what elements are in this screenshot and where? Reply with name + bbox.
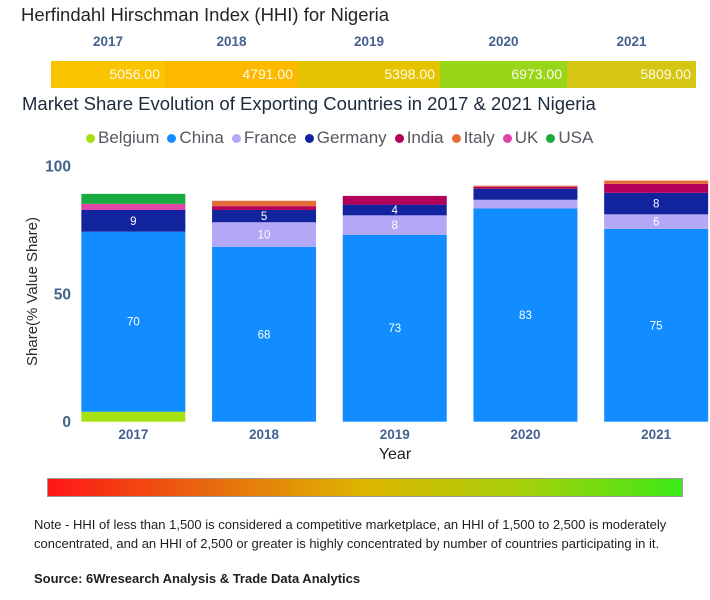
bar-segment-india[interactable]: [604, 183, 709, 193]
bar-segment-italy[interactable]: [212, 200, 317, 207]
bar-segment-india[interactable]: [342, 195, 447, 205]
bar-segment-france[interactable]: [342, 215, 447, 235]
legend-label: China: [179, 128, 224, 147]
hhi-value-cell: 5056.00: [51, 61, 165, 88]
legend-item-usa[interactable]: USA: [546, 128, 593, 148]
data-label: 5: [261, 211, 267, 223]
x-tick-label: 2021: [641, 427, 672, 442]
bar-segment-germany[interactable]: [604, 192, 709, 215]
legend-label: Germany: [316, 128, 387, 147]
x-axis-title: Year: [378, 446, 412, 463]
bar-segment-france[interactable]: [473, 199, 578, 209]
bar-segment-germany[interactable]: [212, 209, 317, 223]
hhi-value-cell: 4791.00: [165, 61, 298, 88]
bar-segment-italy[interactable]: [473, 185, 578, 187]
bar-group-2018[interactable]: 68 10 5: [212, 200, 317, 422]
bar-group-2017[interactable]: 70 9: [81, 193, 186, 422]
legend-item-germany[interactable]: Germany: [304, 128, 387, 148]
hhi-value-cell: 5398.00: [298, 61, 440, 88]
bar-group-2019[interactable]: 73 8 4: [342, 195, 447, 422]
hhi-value-cell: 6973.00: [440, 61, 567, 88]
y-axis-title: Share(% Value Share): [24, 217, 41, 366]
legend-dot-icon: [231, 133, 241, 143]
data-label: 10: [258, 230, 271, 242]
x-tick-label: 2019: [380, 427, 410, 442]
hhi-year-label: 2020: [488, 34, 519, 49]
hhi-value-cell: 5809.00: [567, 61, 696, 88]
source-text: Source: 6Wresearch Analysis & Trade Data…: [34, 571, 361, 586]
bar-segment-usa[interactable]: [81, 193, 186, 204]
data-label: 9: [130, 216, 136, 228]
data-label: 68: [258, 329, 271, 341]
data-label: 75: [650, 320, 663, 332]
hhi-column: 2017 5056.00: [51, 31, 165, 88]
bar-segment-china[interactable]: [212, 246, 317, 422]
bar-segment-italy[interactable]: [604, 180, 709, 184]
x-tick-label: 2020: [510, 427, 540, 442]
legend-item-uk[interactable]: UK: [502, 128, 539, 148]
hhi-title: Herfindahl Hirschman Index (HHI) for Nig…: [21, 4, 390, 25]
bar-group-2020[interactable]: 83: [473, 185, 578, 422]
data-label: 8: [392, 220, 398, 232]
legend-label: France: [243, 128, 297, 147]
hhi-column: 2021 5809.00: [567, 31, 696, 88]
x-tick-label: 2017: [118, 427, 148, 442]
bar-segment-france[interactable]: [604, 214, 709, 229]
hhi-table: 2017 5056.00 2018 4791.00 2019 5398.00 2…: [51, 31, 696, 88]
data-label: 73: [388, 323, 401, 335]
data-label: 6: [653, 217, 659, 229]
x-tick-label: 2018: [249, 427, 280, 442]
hhi-column: 2020 6973.00: [440, 31, 567, 88]
legend-label: UK: [514, 128, 539, 147]
y-tick-label: 0: [62, 414, 71, 431]
hhi-year-label: 2021: [616, 34, 647, 49]
bar-segment-france[interactable]: [212, 222, 317, 247]
legend-dot-icon: [304, 133, 314, 143]
chart-title: Market Share Evolution of Exporting Coun…: [22, 93, 596, 114]
data-label: 70: [127, 317, 140, 329]
legend-item-belgium[interactable]: Belgium: [86, 128, 159, 148]
stacked-bar-chart: 0501007092017681052018738420198320207568…: [45, 159, 709, 442]
hhi-year-label: 2018: [216, 34, 247, 49]
bar-segment-india[interactable]: [212, 206, 317, 210]
data-label: 8: [653, 199, 659, 211]
bar-segment-china[interactable]: [81, 231, 186, 412]
bar-segment-china[interactable]: [604, 228, 709, 422]
legend-label: Belgium: [98, 128, 160, 147]
bar-segment-belgium[interactable]: [81, 411, 186, 422]
legend-item-france[interactable]: France: [231, 128, 297, 148]
legend-item-china[interactable]: China: [167, 128, 224, 148]
chart-legend: Belgium China France Germany India Italy UK USA: [86, 128, 601, 148]
legend-label: India: [406, 128, 444, 147]
legend-dot-icon: [546, 133, 556, 143]
legend-label: USA: [558, 128, 594, 147]
bar-segment-germany[interactable]: [342, 204, 447, 216]
bar-segment-germany[interactable]: [473, 188, 578, 200]
hhi-color-scale-bar: [47, 478, 683, 497]
hhi-year-label: 2017: [92, 34, 124, 49]
legend-dot-icon: [86, 133, 95, 143]
hhi-column: 2019 5398.00: [298, 31, 440, 88]
legend-dot-icon: [502, 133, 512, 143]
y-tick-label: 50: [54, 286, 71, 303]
bar-segment-india[interactable]: [473, 186, 578, 189]
legend-dot-icon: [394, 133, 404, 143]
data-label: 4: [392, 205, 399, 217]
y-tick-label: 100: [45, 159, 71, 176]
bar-group-2021[interactable]: 75 6 8: [604, 180, 709, 422]
bar-segment-uk[interactable]: [81, 203, 186, 210]
bar-segment-germany[interactable]: [81, 209, 186, 232]
legend-dot-icon: [451, 133, 461, 143]
legend-label: Italy: [463, 128, 495, 147]
bar-segment-china[interactable]: [473, 208, 578, 422]
legend-dot-icon: [167, 133, 177, 143]
hhi-column: 2018 4791.00: [165, 31, 298, 88]
bar-segment-china[interactable]: [342, 234, 447, 422]
legend-item-italy[interactable]: Italy: [451, 128, 495, 148]
legend-item-india[interactable]: India: [394, 128, 444, 148]
hhi-year-label: 2019: [353, 34, 385, 49]
note-text: Note - HHI of less than 1,500 is conside…: [34, 517, 667, 551]
data-label: 83: [519, 310, 532, 322]
